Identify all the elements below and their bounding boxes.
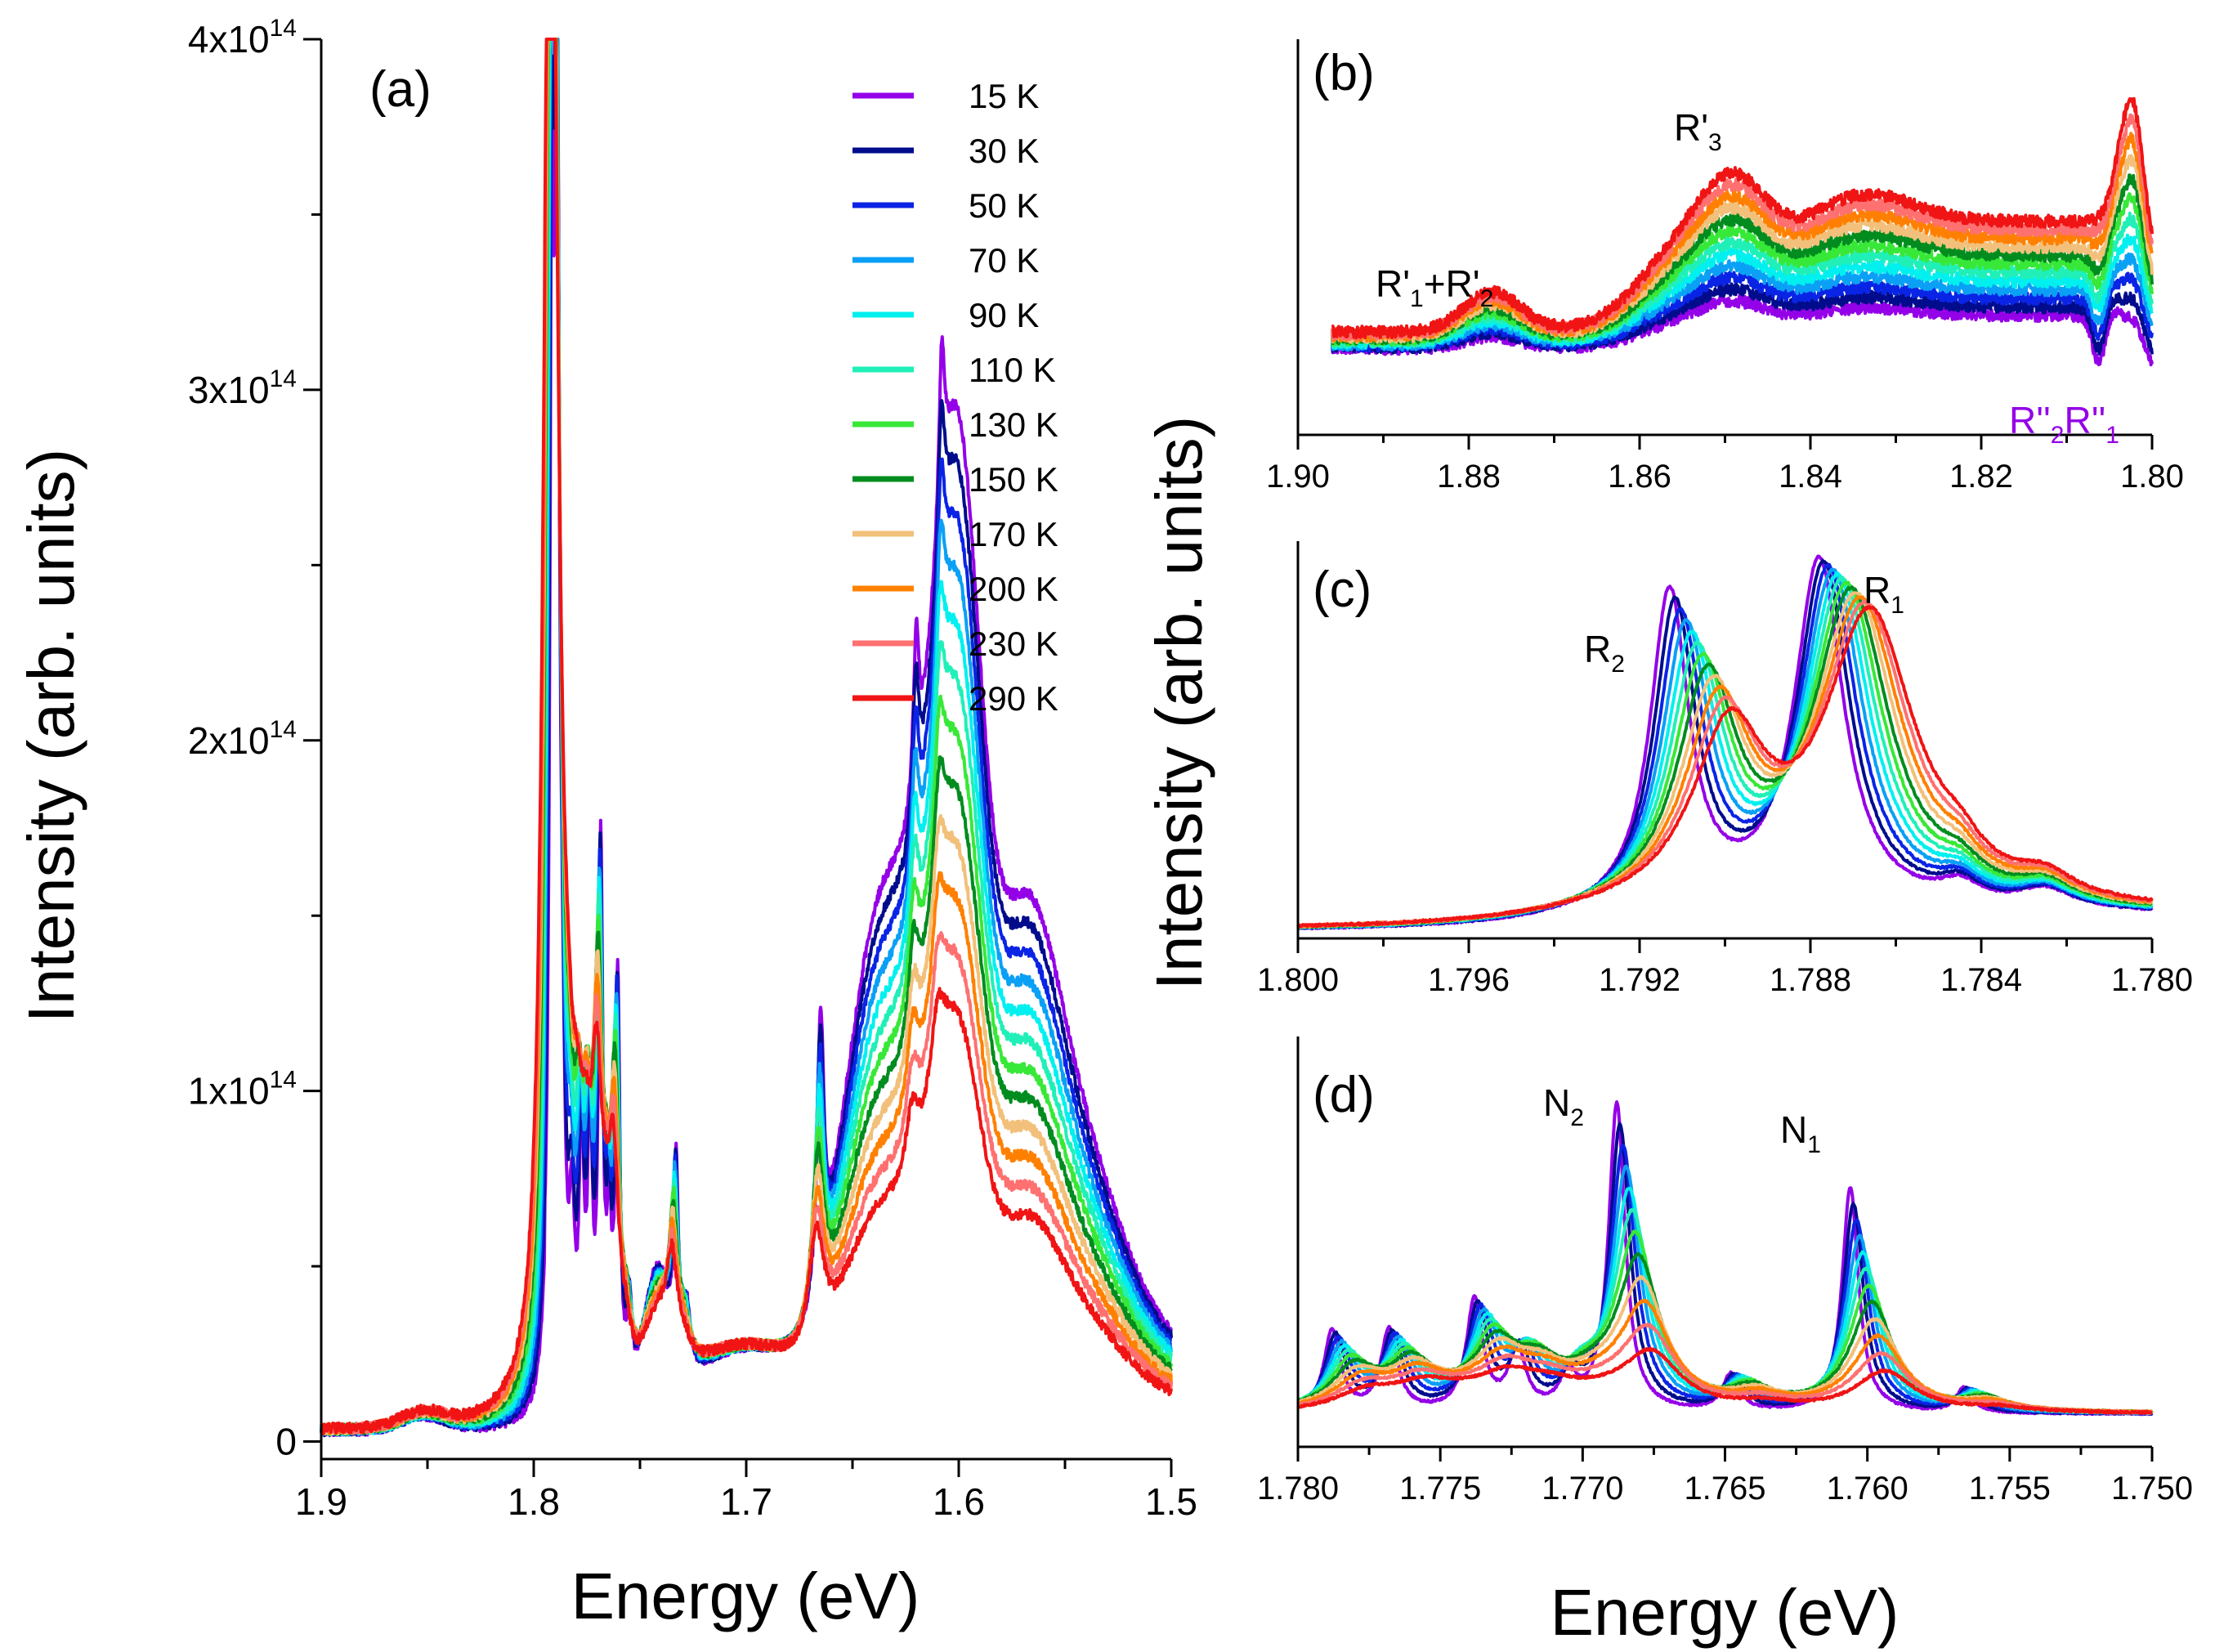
right-panels-y-axis-title: Intensity (arb. units) [1143, 416, 1215, 991]
x-tick-label: 1.800 [1257, 962, 1339, 998]
x-tick-label: 1.90 [1266, 459, 1330, 495]
x-tick-label: 1.775 [1399, 1471, 1481, 1506]
x-tick-label: 1.86 [1608, 459, 1671, 495]
x-tick-label: 1.80 [2120, 459, 2184, 495]
panel-a-frame [320, 39, 1171, 1461]
x-tick-label: 1.750 [2111, 1471, 2193, 1506]
panel-b-label: (b) [1313, 45, 1375, 101]
legend-label: 15 K [969, 77, 1039, 115]
series-290k [1296, 1346, 2154, 1416]
panel-b-series-group [1331, 96, 2154, 367]
x-tick-label: 1.792 [1599, 962, 1680, 998]
legend-label: 90 K [969, 296, 1039, 334]
annotation-r3-prime: R'3 [1674, 106, 1722, 156]
y-tick-label: 1x1014 [188, 1067, 297, 1113]
x-tick-label: 1.780 [1257, 1471, 1339, 1506]
right-panels-x-axis-title: Energy (eV) [1550, 1576, 1900, 1649]
legend-label: 70 K [969, 241, 1039, 280]
x-tick-label: 1.8 [508, 1480, 560, 1523]
legend-label: 50 K [969, 186, 1039, 225]
x-tick-label: 1.784 [1940, 962, 2022, 998]
annotation-r2: R2 [1584, 628, 1625, 678]
series-290k [1296, 605, 2154, 929]
annotation-n2: N2 [1543, 1081, 1584, 1131]
panel-a: 1.9 1.8 1.7 1.6 1.5 0 1x1014 2x1014 3x1014 4x101… [188, 15, 1197, 1523]
y-tick-label: 4x1014 [188, 15, 297, 60]
x-tick-label: 1.770 [1542, 1471, 1623, 1506]
x-tick-label: 1.755 [1969, 1471, 2051, 1506]
x-tick-label: 1.796 [1428, 962, 1510, 998]
x-tick-label: 1.88 [1437, 459, 1501, 495]
panel-a-x-axis-title: Energy (eV) [571, 1560, 920, 1632]
panel-d-label: (d) [1313, 1067, 1375, 1123]
legend-label: 170 K [969, 515, 1058, 553]
series-230k [1296, 1323, 2154, 1415]
annotation-r1: R1 [1864, 569, 1904, 619]
panel-b-x-ticks: 1.90 1.88 1.86 1.84 1.82 1.80 [1266, 435, 2184, 495]
panel-a-series-group [320, 38, 1173, 1438]
panel-a-x-ticks: 1.9 1.8 1.7 1.6 1.5 [295, 1459, 1197, 1523]
panel-d: 1.780 1.775 1.770 1.765 1.760 1.755 1.750 (d) … [1257, 1036, 2193, 1506]
legend-label: 110 K [969, 351, 1056, 389]
legend-label: 130 K [969, 405, 1058, 444]
x-tick-label: 1.780 [2111, 962, 2193, 998]
panel-b: 1.90 1.88 1.86 1.84 1.82 1.80 (b) R'1+R'2 R'3… [1266, 39, 2184, 495]
panel-a-legend: 15 K 30 K 50 K 70 K 90 K 110 K 130 K 150 K 170 K… [852, 77, 1058, 718]
annotation-n1: N1 [1780, 1108, 1821, 1158]
panel-c-x-ticks: 1.800 1.796 1.792 1.788 1.784 1.780 [1257, 938, 2193, 998]
annotation-r1-plus-r2: R'1+R'2 [1376, 262, 1493, 312]
panel-a-y-axis-title: Intensity (arb. units) [15, 449, 87, 1023]
panel-c-series-group [1296, 554, 2154, 931]
x-tick-label: 1.9 [295, 1480, 347, 1523]
panel-a-label: (a) [369, 61, 432, 118]
annotation-r2-r1-double-prime: R''2R''1 [2009, 399, 2119, 449]
legend-label: 30 K [969, 132, 1039, 170]
x-tick-label: 1.82 [1949, 459, 2013, 495]
series-290k [1331, 96, 2154, 340]
panel-a-y-ticks: 0 1x1014 2x1014 3x1014 4x1014 [188, 15, 321, 1463]
x-tick-label: 1.760 [1827, 1471, 1908, 1506]
series-290k [320, 38, 1173, 1435]
x-tick-label: 1.7 [720, 1480, 772, 1523]
legend-label: 200 K [969, 570, 1058, 608]
panel-d-series-group [1296, 1100, 2154, 1417]
legend-label: 230 K [969, 625, 1058, 663]
legend-label: 150 K [969, 460, 1058, 499]
legend-label: 290 K [969, 679, 1058, 718]
panel-c-label: (c) [1313, 562, 1372, 618]
x-tick-label: 1.765 [1684, 1471, 1765, 1506]
y-tick-label: 0 [275, 1421, 297, 1463]
x-tick-label: 1.6 [933, 1480, 985, 1523]
panel-c: 1.800 1.796 1.792 1.788 1.784 1.780 (c) R2 R1 [1257, 541, 2193, 998]
y-tick-label: 3x1014 [188, 365, 297, 411]
x-tick-label: 1.788 [1770, 962, 1851, 998]
x-tick-label: 1.5 [1145, 1480, 1197, 1523]
x-tick-label: 1.84 [1779, 459, 1842, 495]
y-tick-label: 2x1014 [188, 716, 297, 762]
panel-d-x-ticks: 1.780 1.775 1.770 1.765 1.760 1.755 1.750 [1257, 1447, 2193, 1506]
